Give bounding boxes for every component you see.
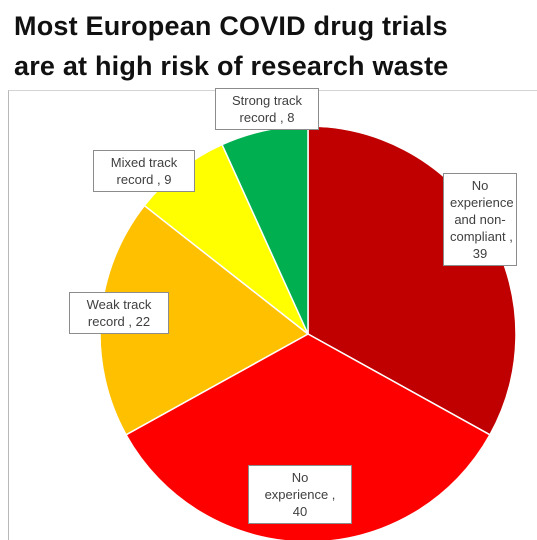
data-label-no-experience: No experience , 40: [248, 465, 352, 524]
data-label-weak-track-record: Weak track record , 22: [69, 292, 169, 334]
data-label-mixed-track-record: Mixed track record , 9: [93, 150, 195, 192]
chart-title: Most European COVID drug trials are at h…: [14, 6, 534, 86]
chart-title-line-2: are at high risk of research waste: [14, 51, 449, 81]
chart-title-line-1: Most European COVID drug trials: [14, 11, 448, 41]
data-label-no-experience-non-compliant: No experience and non- compliant , 39: [443, 173, 517, 266]
data-label-strong-track-record: Strong track record , 8: [215, 88, 319, 130]
pie-slice-no-experience: [125, 333, 491, 540]
